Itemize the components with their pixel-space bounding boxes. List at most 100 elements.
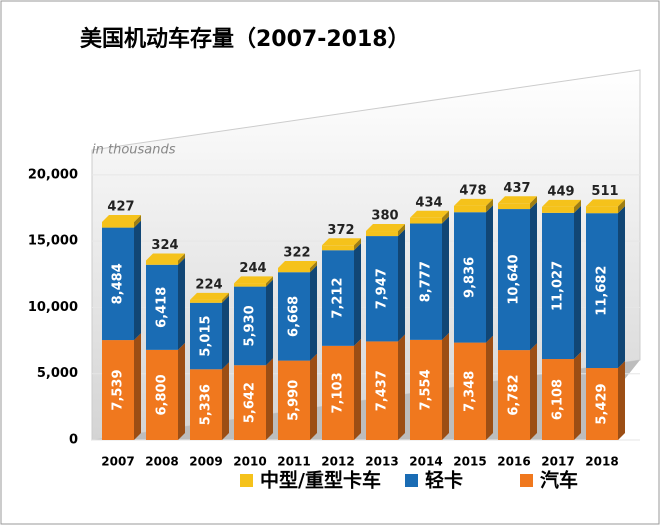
- value-label: 6,782: [507, 374, 522, 415]
- bar-side: [618, 199, 625, 214]
- bar-side: [398, 334, 405, 440]
- x-tick-label: 2007: [101, 455, 134, 469]
- bar: [410, 217, 442, 224]
- bar-side: [310, 260, 317, 273]
- bar-top: [586, 199, 625, 207]
- bar: [234, 286, 266, 366]
- bar-side: [266, 279, 273, 366]
- bar-side: [266, 358, 273, 440]
- bar-top: [410, 210, 449, 218]
- y-tick-label: 10,000: [28, 300, 78, 315]
- bar: [410, 223, 442, 340]
- bar: [146, 260, 178, 265]
- value-label: 511: [591, 184, 618, 199]
- bar: [454, 205, 486, 213]
- bar: [366, 236, 398, 342]
- bar: [190, 369, 222, 440]
- bar: [234, 283, 266, 287]
- x-tick-label: 2017: [541, 455, 574, 469]
- bar-top: [190, 292, 229, 300]
- bar-side: [134, 333, 141, 440]
- bar-side: [486, 198, 493, 213]
- value-label: 9,836: [463, 257, 478, 298]
- bar-top: [234, 276, 273, 284]
- bar: [190, 299, 222, 303]
- value-label: 324: [151, 238, 178, 253]
- bar-side: [398, 224, 405, 237]
- bar-side: [442, 332, 449, 440]
- value-label: 10,640: [507, 254, 522, 304]
- bar-side: [618, 206, 625, 369]
- bar: [454, 342, 486, 440]
- x-tick-label: 2015: [453, 455, 486, 469]
- bar-top: [454, 198, 493, 206]
- value-label: 8,484: [111, 263, 126, 304]
- value-label: 11,682: [595, 266, 610, 316]
- x-tick-label: 2010: [233, 455, 266, 469]
- floor: [70, 360, 640, 440]
- bar-side: [354, 338, 361, 440]
- bar-side: [178, 257, 185, 350]
- value-label: 224: [195, 277, 222, 292]
- bar: [102, 221, 134, 228]
- bar: [586, 368, 618, 440]
- x-tick-label: 2018: [585, 455, 618, 469]
- value-label: 5,015: [199, 315, 214, 356]
- bar-side: [574, 205, 581, 360]
- annotation: in thousands: [92, 143, 176, 158]
- bar-side: [222, 362, 229, 440]
- legend-swatch: [240, 474, 253, 487]
- bar-side: [310, 353, 317, 440]
- x-tick-label: 2009: [189, 455, 222, 469]
- bar-side: [354, 243, 361, 346]
- bar: [410, 339, 442, 440]
- bar: [542, 206, 574, 213]
- bar-side: [442, 210, 449, 224]
- x-tick-label: 2013: [365, 455, 398, 469]
- bar: [278, 272, 310, 361]
- bar: [234, 365, 266, 440]
- value-label: 6,108: [551, 379, 566, 420]
- bar-side: [530, 343, 537, 440]
- bar-top: [498, 196, 537, 204]
- value-label: 6,418: [155, 287, 170, 328]
- bar-side: [178, 253, 185, 265]
- y-tick-label: 0: [69, 433, 78, 448]
- bar: [102, 340, 134, 440]
- bar-top: [366, 224, 405, 232]
- bar-side: [266, 276, 273, 287]
- bar-side: [178, 342, 185, 440]
- bar-side: [134, 214, 141, 228]
- x-tick-label: 2008: [145, 455, 178, 469]
- bar: [586, 213, 618, 369]
- legend-swatch: [405, 474, 418, 487]
- chart-title: 美国机动车存量（2007-2018）: [80, 26, 410, 52]
- y-tick-label: 15,000: [28, 234, 78, 249]
- value-label: 244: [239, 261, 266, 276]
- value-label: 5,990: [287, 380, 302, 421]
- bar-side: [530, 202, 537, 351]
- bar-side: [618, 361, 625, 440]
- value-label: 6,800: [155, 374, 170, 415]
- value-label: 6,668: [287, 296, 302, 337]
- bar-side: [574, 199, 581, 213]
- legend-label: 汽车: [540, 469, 578, 492]
- value-label: 434: [415, 195, 442, 210]
- bar: [542, 212, 574, 360]
- bar-side: [398, 229, 405, 342]
- value-label: 7,103: [331, 372, 346, 413]
- legend-label: 中型/重型卡车: [260, 469, 381, 492]
- value-label: 427: [107, 199, 134, 214]
- y-tick-label: 5,000: [37, 366, 78, 381]
- bar: [102, 227, 134, 341]
- bar: [322, 245, 354, 251]
- bar-top: [322, 238, 361, 246]
- value-label: 322: [283, 245, 310, 260]
- value-label: 449: [547, 184, 574, 199]
- value-label: 5,336: [199, 384, 214, 425]
- value-label: 7,212: [331, 277, 346, 318]
- x-tick-label: 2016: [497, 455, 530, 469]
- bar-side: [134, 220, 141, 341]
- bar-side: [222, 292, 229, 303]
